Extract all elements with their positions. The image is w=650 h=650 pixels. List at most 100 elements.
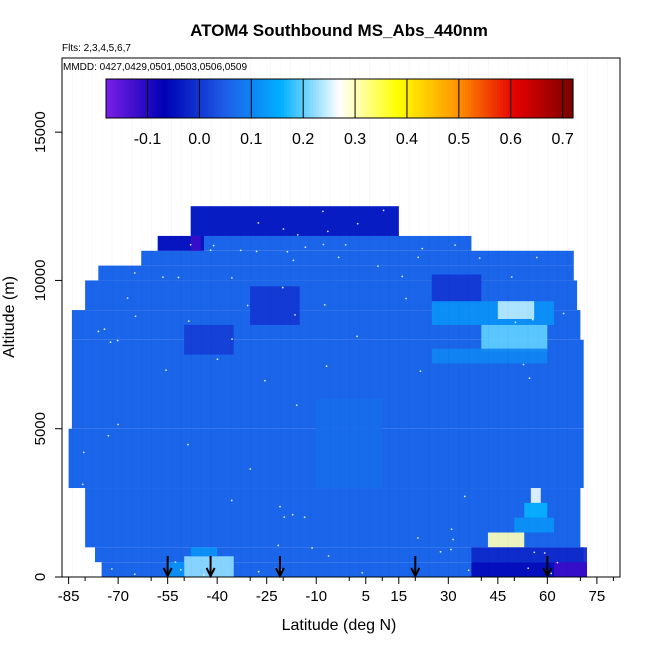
colorbar-segment [158, 79, 163, 118]
colorbar-segment [470, 79, 475, 118]
sample-dot [536, 256, 538, 259]
heatmap-texture [587, 58, 588, 577]
heatmap-texture [280, 58, 281, 577]
colorbar-segment [345, 79, 349, 118]
colorbar-segment [456, 79, 460, 118]
colorbar-segment [234, 79, 238, 118]
colorbar-segment [240, 79, 244, 118]
heatmap-cell [471, 547, 587, 563]
colorbar-segment [424, 79, 428, 118]
heatmap-texture [320, 58, 321, 577]
colorbar-segment [289, 79, 294, 118]
heatmap-cell [184, 324, 234, 355]
colorbar-tick-label: 0.0 [188, 131, 210, 148]
colorbar-segment [523, 79, 527, 118]
colorbar-segment [403, 79, 408, 118]
heatmap-cell [141, 250, 574, 266]
colorbar-segment [406, 79, 411, 118]
colorbar-segment [482, 79, 487, 118]
colorbar-segment [222, 79, 227, 118]
colorbar-segment [173, 79, 177, 118]
heatmap-texture [488, 58, 489, 577]
colorbar-segment [409, 79, 414, 118]
colorbar-segment [354, 79, 358, 118]
sample-dot [294, 313, 296, 316]
colorbar-segment [319, 79, 323, 118]
sample-dot [264, 379, 266, 382]
sample-dot [103, 328, 106, 331]
sample-dot [510, 276, 513, 278]
colorbar-segment [348, 79, 352, 118]
colorbar-segment [500, 79, 504, 118]
heatmap-texture [270, 58, 271, 577]
heatmap-cell [431, 301, 554, 325]
sample-dot [405, 297, 407, 300]
sample-dot [81, 483, 84, 486]
colorbar-segment [526, 79, 530, 118]
colorbar-segment [552, 79, 557, 118]
x-tick-label: 30 [440, 588, 457, 605]
colorbar-segment [219, 79, 224, 118]
colorbar-segment [342, 79, 346, 118]
sample-dot [279, 505, 281, 508]
sample-dot [467, 569, 470, 572]
colorbar-segment [141, 79, 145, 118]
heatmap-cell [497, 301, 535, 319]
heatmap-cell [553, 562, 587, 577]
colorbar-segment [286, 79, 291, 118]
heatmap-texture [92, 58, 93, 577]
colorbar-segment [246, 79, 250, 118]
colorbar-segment [564, 79, 568, 118]
sample-dot [401, 275, 404, 278]
sample-dot [231, 338, 233, 341]
colorbar-segment [397, 79, 402, 118]
heatmap-texture [577, 58, 578, 577]
sample-dot [454, 244, 457, 247]
colorbar-segment [216, 79, 221, 118]
sample-dot [116, 339, 119, 342]
colorbar-tick-label: 0.5 [448, 131, 470, 148]
flights-annotation: Flts: 2,3,4,5,6,7 [62, 43, 131, 54]
sample-dot [187, 320, 190, 323]
flight-markers [162, 556, 553, 579]
heatmap-texture [478, 58, 479, 577]
colorbar-segment [549, 79, 554, 118]
colorbar-segment [371, 79, 376, 118]
y-tick-label: 0 [32, 573, 49, 581]
x-tick-label: -85 [58, 588, 80, 605]
colorbar-segment [278, 79, 282, 118]
sample-dot [327, 555, 330, 557]
sample-dot [527, 567, 530, 570]
colorbar-segment [249, 79, 253, 118]
colorbar-segment [394, 79, 399, 118]
colorbar-segment [537, 79, 542, 118]
sample-dot [356, 222, 359, 225]
heatmap-cell [157, 235, 472, 251]
sample-dot [230, 277, 233, 279]
colorbar-tick-label: 0.7 [551, 131, 573, 148]
sample-dot [179, 568, 182, 571]
colorbar-segment [473, 79, 478, 118]
colorbar-segment [225, 79, 230, 118]
heatmap-texture [617, 58, 618, 577]
sample-dot [165, 369, 167, 372]
heatmap-cell [530, 488, 541, 503]
sample-dot [239, 249, 242, 252]
heatmap-texture [329, 58, 330, 577]
heatmap-texture [121, 58, 122, 577]
sample-dot [255, 250, 258, 253]
colorbar-segment [126, 79, 130, 118]
colorbar-segment [167, 79, 171, 118]
heatmap-texture [428, 58, 429, 577]
colorbar-segment [284, 79, 288, 118]
sample-dot [292, 259, 295, 262]
colorbar-segment [421, 79, 425, 118]
x-tick-label: 60 [539, 588, 556, 605]
sample-dot [356, 335, 358, 338]
sample-dots [81, 209, 565, 576]
heatmap-cell [431, 348, 548, 364]
colorbar-segment [251, 79, 256, 118]
sample-dot [562, 312, 565, 315]
colorbar-segment [211, 79, 215, 118]
sample-dot [110, 568, 113, 570]
